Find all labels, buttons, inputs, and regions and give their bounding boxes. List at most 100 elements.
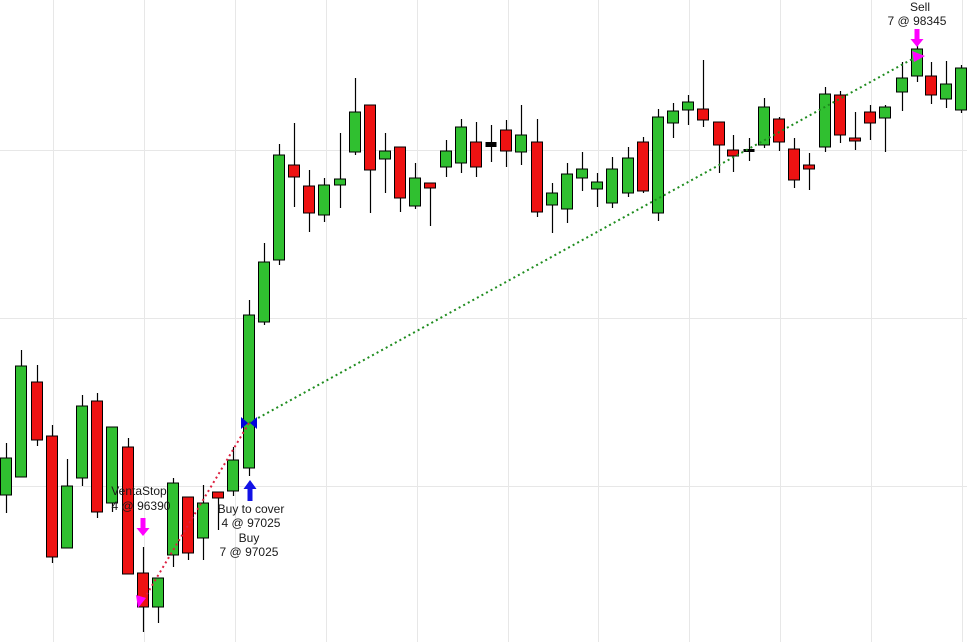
candle-body (288, 164, 300, 178)
bowtie-left-triangle (241, 417, 248, 429)
candle-body (152, 577, 164, 608)
candle-down (727, 135, 739, 172)
candle-down (925, 62, 937, 104)
candle-body (379, 150, 391, 160)
candle-down (773, 117, 785, 151)
candle-body (106, 426, 118, 504)
candle-up (334, 133, 346, 208)
candle-doji (743, 138, 755, 161)
candle-body (227, 459, 239, 492)
candle-body (713, 121, 725, 146)
candle-up (515, 105, 527, 165)
candle-down (864, 105, 876, 140)
candle-body (606, 168, 618, 204)
candle-down (137, 547, 149, 632)
candle-up (258, 243, 270, 325)
candle-up (106, 426, 118, 512)
candle-down (531, 119, 543, 217)
candle-up (167, 478, 179, 567)
candle-up (879, 105, 891, 152)
candle-up (15, 350, 27, 478)
candle-body (515, 134, 527, 153)
candle-down (849, 112, 861, 150)
candle-body (182, 496, 194, 554)
candle-body (273, 154, 285, 261)
candle-body (334, 178, 346, 186)
candle-body (349, 111, 361, 153)
buytocover-annotation-price: 4 @ 97025 (221, 516, 281, 530)
candle-up (152, 577, 164, 623)
candle-body (925, 75, 937, 96)
candle-down (834, 91, 846, 143)
candle-up (622, 147, 634, 197)
candle-body (803, 164, 815, 170)
candle-body (258, 261, 270, 323)
candle-body (911, 48, 923, 77)
candle-up (409, 163, 421, 209)
candle-up (682, 95, 694, 125)
candle-down (500, 120, 512, 167)
candle-up (349, 78, 361, 155)
ventastop-arrow-marker[interactable] (136, 518, 150, 536)
candle-down (122, 438, 134, 575)
sell-fill-arrowhead[interactable] (912, 51, 925, 62)
candle-body (303, 185, 315, 214)
candle-down (182, 496, 194, 560)
candle-down (697, 60, 709, 127)
candle-up (591, 173, 603, 207)
buy-annotation-price: 7 @ 97025 (219, 545, 279, 559)
candle-up (576, 152, 588, 191)
candle-body (849, 137, 861, 142)
candle-down (46, 425, 58, 563)
candle-body (394, 146, 406, 199)
buy-arrow-marker[interactable] (243, 480, 257, 501)
candle-up (455, 119, 467, 173)
candle-up (758, 98, 770, 148)
candle-body (879, 106, 891, 119)
candle-body (212, 491, 224, 499)
candle-up (561, 163, 573, 223)
candle-up (940, 61, 952, 108)
candle-down (288, 123, 300, 207)
candle-up (318, 178, 330, 222)
candle-body (243, 314, 255, 469)
candle-up (911, 43, 923, 82)
candle-down (803, 153, 815, 190)
candle-body (834, 94, 846, 136)
sell-annotation-label: Sell (909, 0, 931, 14)
candle-body (46, 435, 58, 558)
candle-down (212, 491, 224, 530)
candle-body (197, 502, 209, 539)
candle-up (379, 133, 391, 193)
candle-up (440, 140, 452, 177)
candle-body (667, 110, 679, 124)
candle-up (667, 103, 679, 138)
candle-body (773, 118, 785, 143)
sell-arrow-marker[interactable] (910, 29, 924, 47)
candle-body (0, 457, 12, 496)
candle-up (76, 395, 88, 486)
candles (0, 43, 967, 632)
candle-body (546, 192, 558, 206)
candle-body (727, 149, 739, 157)
candle-body (697, 108, 709, 121)
candle-down (364, 104, 376, 213)
ventastop-fill-arrowhead[interactable] (136, 595, 146, 608)
candle-body (652, 116, 664, 214)
candle-body (682, 101, 694, 111)
candle-body (470, 141, 482, 168)
candle-body (440, 150, 452, 168)
candle-body (637, 141, 649, 192)
candle-body (76, 405, 88, 479)
entry-bowtie-marker[interactable] (241, 417, 257, 429)
candle-up (546, 183, 558, 233)
profit-trade-line[interactable] (248, 56, 917, 424)
candle-body (500, 129, 512, 152)
candle-body (743, 149, 755, 152)
candle-body (318, 184, 330, 216)
candle-body (455, 126, 467, 164)
candle-body (15, 365, 27, 478)
candle-body (364, 104, 376, 171)
